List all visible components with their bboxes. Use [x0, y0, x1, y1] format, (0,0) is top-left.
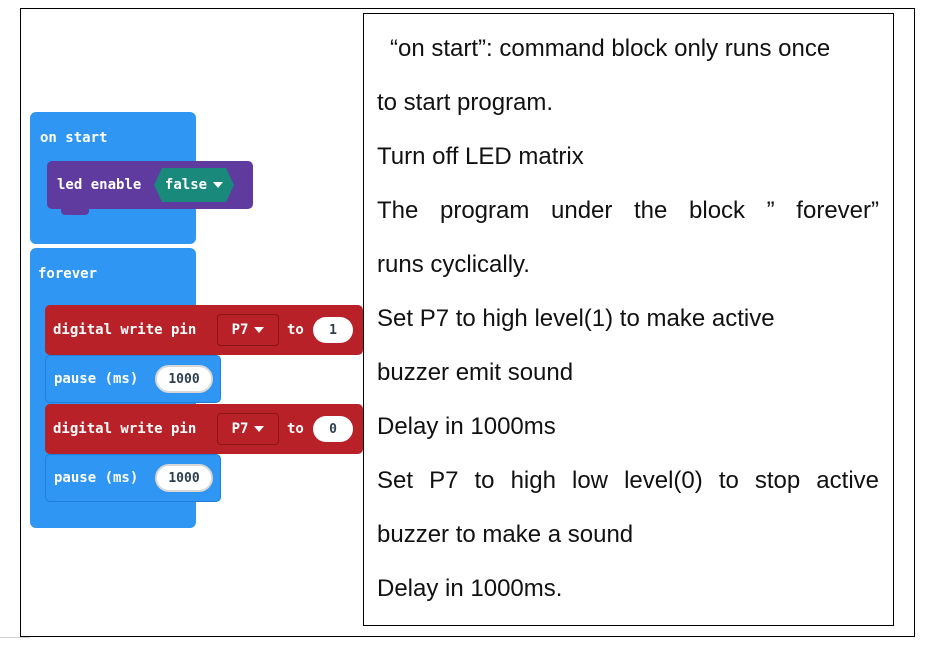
digital-write-label: digital write pin — [53, 421, 197, 437]
desc-line-7: buzzer emit sound — [377, 359, 574, 386]
block-notch — [61, 209, 89, 215]
pause-ms-input[interactable]: 1000 — [155, 464, 213, 492]
on-start-label: on start — [40, 130, 108, 146]
desc-line-4: The program under the block ” forever” — [377, 197, 879, 224]
forever-block[interactable]: forever digital write pin P7 to 1 pause … — [30, 248, 363, 528]
chevron-down-icon — [254, 327, 265, 333]
desc-line-5: runs cyclically. — [377, 251, 530, 278]
pause-label: pause (ms) — [54, 470, 139, 486]
code-panel: on start led enable false forever digita… — [20, 8, 363, 637]
table-frame — [20, 8, 915, 637]
desc-line-3: Turn off LED matrix — [377, 143, 584, 170]
pin-dropdown[interactable]: P7 — [217, 314, 279, 346]
pin-dropdown[interactable]: P7 — [217, 413, 279, 445]
digital-write-block[interactable]: digital write pin P7 to 0 — [45, 404, 363, 454]
forever-label: forever — [38, 266, 98, 282]
pin-value-input[interactable]: 1 — [313, 317, 353, 343]
desc-line-9: Set P7 to high low level(0) to stop acti… — [377, 467, 879, 494]
desc-line-10: buzzer to make a sound — [377, 521, 634, 548]
led-enable-value: false — [164, 177, 208, 193]
led-enable-dropdown[interactable]: false — [154, 168, 234, 202]
digital-write-label: digital write pin — [53, 322, 197, 338]
divider — [0, 637, 30, 638]
desc-line-6: Set P7 to high level(1) to make active — [377, 305, 775, 332]
led-enable-label: led enable — [57, 177, 142, 193]
led-enable-block[interactable]: led enable false — [47, 161, 253, 215]
desc-line-2: to start program. — [377, 89, 554, 116]
pause-ms-input[interactable]: 1000 — [155, 365, 213, 393]
pin-value: P7 — [231, 421, 249, 437]
digital-write-block[interactable]: digital write pin P7 to 1 — [45, 305, 363, 355]
to-label: to — [287, 322, 304, 338]
pin-value: P7 — [231, 322, 249, 338]
pin-value-input[interactable]: 0 — [313, 416, 353, 442]
pause-label: pause (ms) — [54, 371, 139, 387]
pause-block[interactable]: pause (ms) 1000 — [45, 355, 221, 403]
chevron-down-icon — [254, 426, 265, 432]
desc-line-8: Delay in 1000ms — [377, 413, 556, 440]
desc-line-1: “on start”: command block only runs once — [390, 35, 831, 62]
on-start-block[interactable]: on start led enable false — [30, 112, 253, 244]
desc-line-11: Delay in 1000ms. — [377, 575, 563, 602]
description-panel: “on start”: command block only runs once… — [363, 13, 894, 626]
pause-block[interactable]: pause (ms) 1000 — [45, 454, 221, 502]
chevron-down-icon — [213, 182, 224, 188]
to-label: to — [287, 421, 304, 437]
